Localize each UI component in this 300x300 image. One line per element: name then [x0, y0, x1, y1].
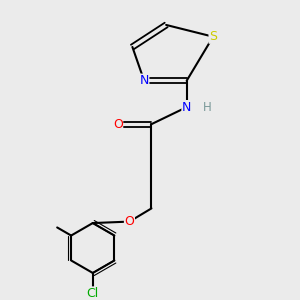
- Text: O: O: [113, 118, 123, 131]
- Text: N: N: [182, 100, 191, 114]
- Text: N: N: [140, 74, 149, 87]
- Text: H: H: [203, 100, 212, 114]
- Text: O: O: [124, 215, 134, 228]
- Text: Cl: Cl: [87, 287, 99, 300]
- Text: S: S: [209, 30, 217, 43]
